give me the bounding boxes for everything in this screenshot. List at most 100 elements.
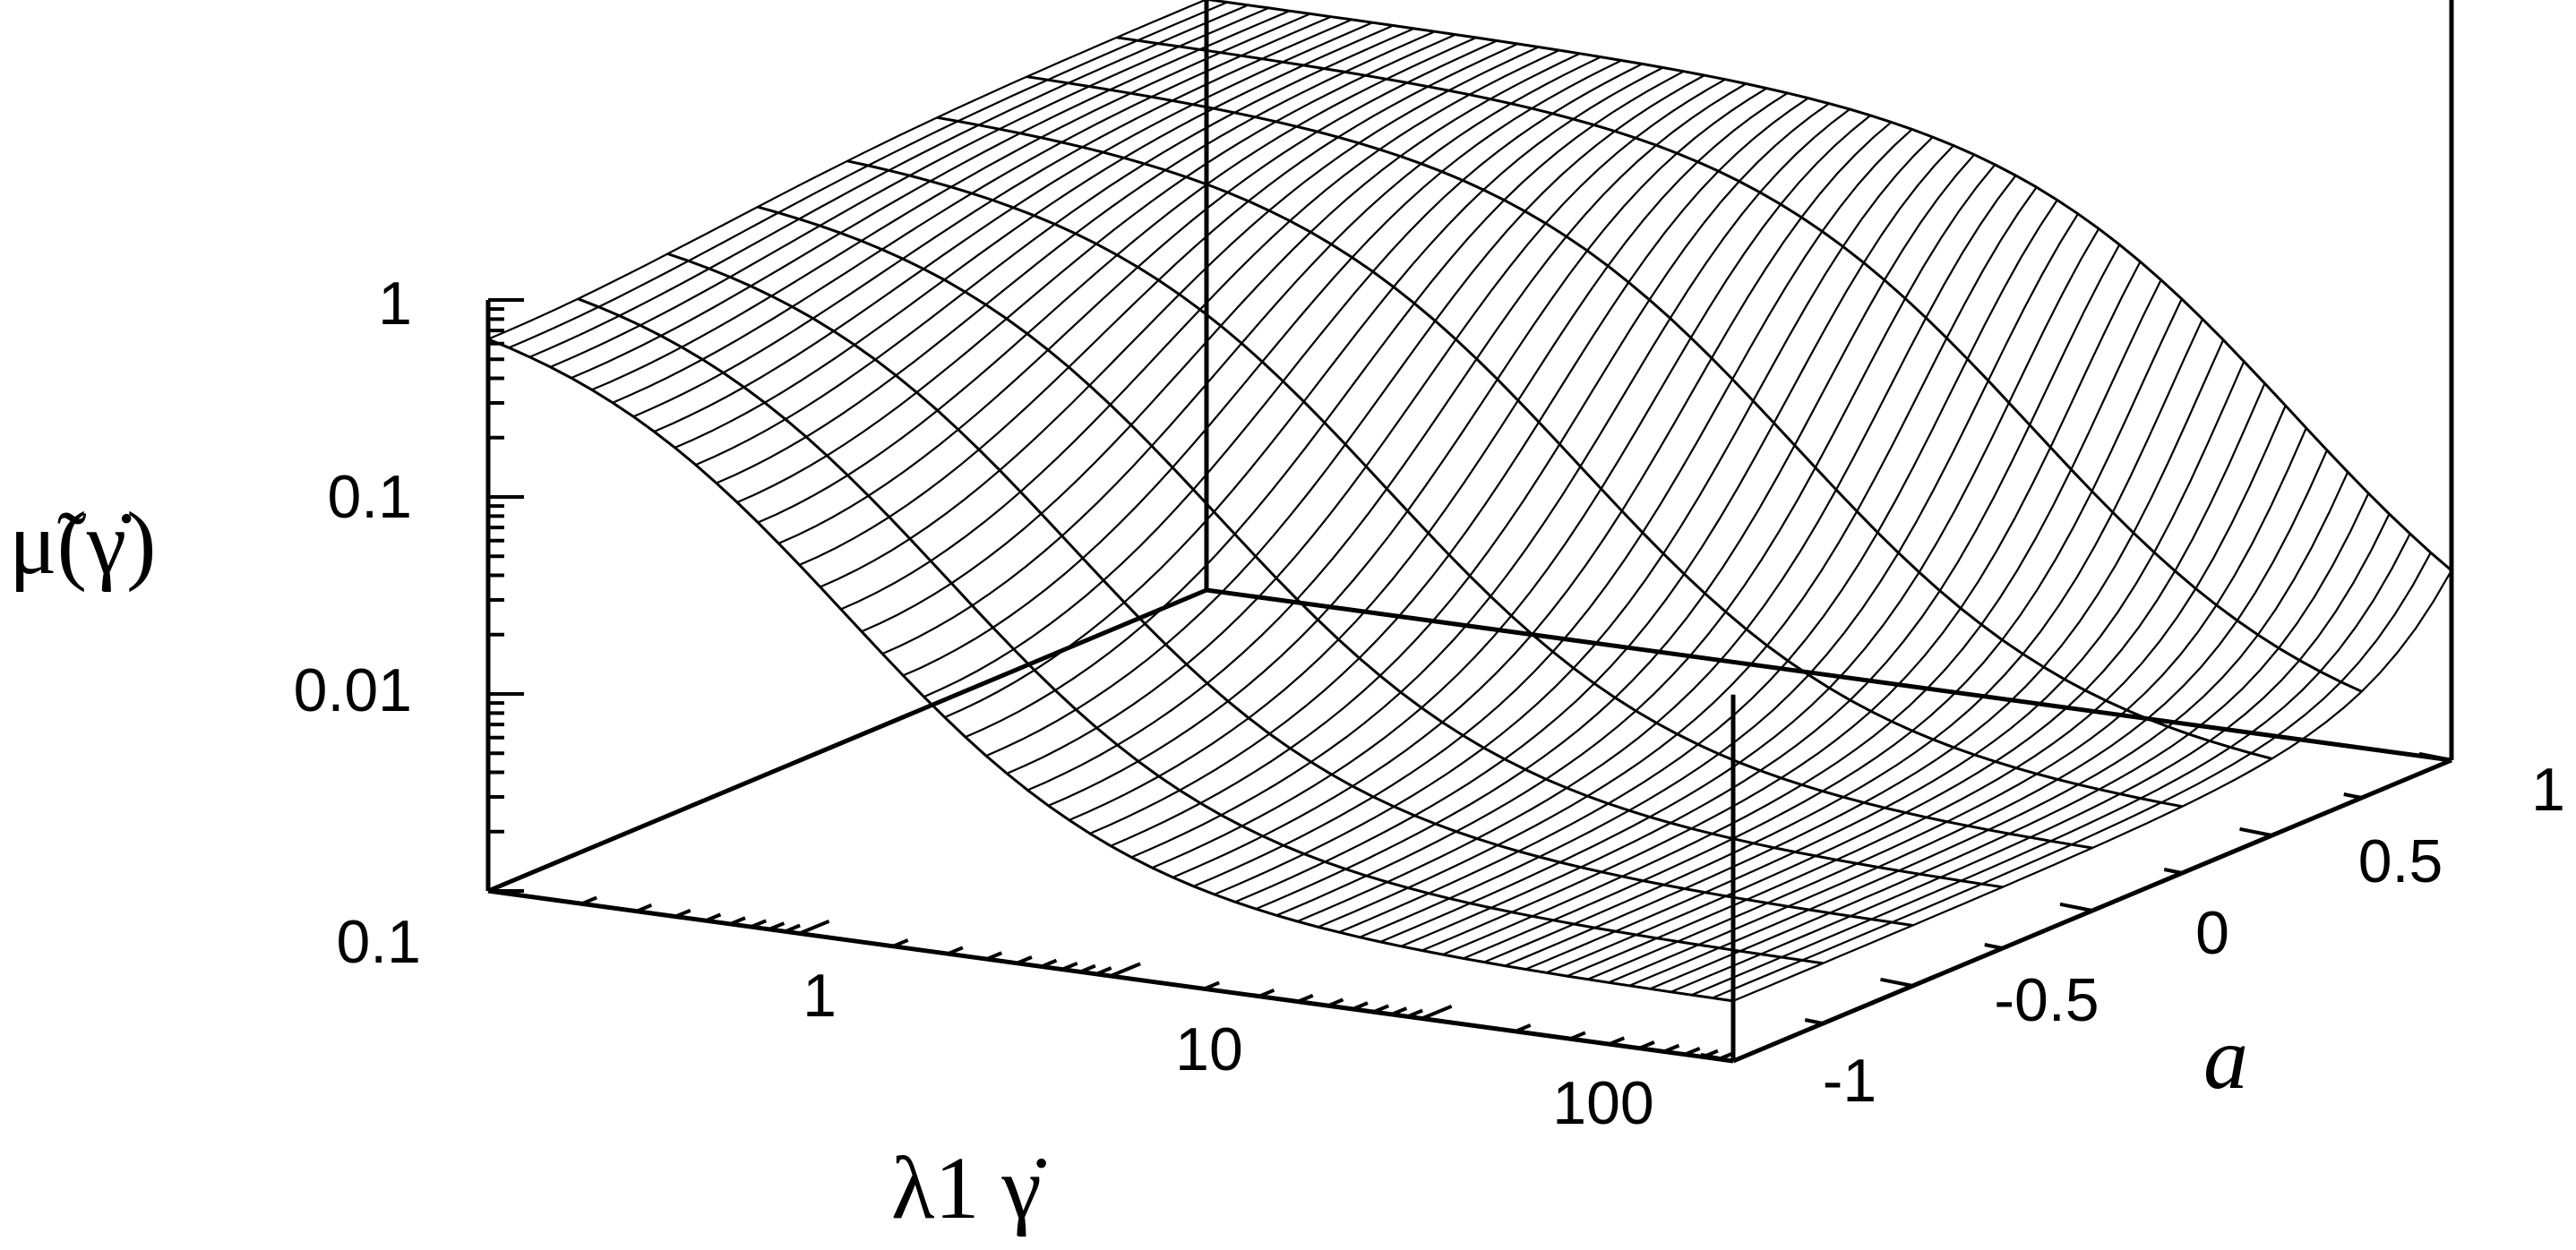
x-tick-0-3	[947, 946, 964, 956]
x-tick--1-8	[769, 921, 786, 931]
a-tick-0	[1700, 1052, 1734, 1063]
surface-line-shear-39	[1297, 175, 2017, 923]
surface-line-shear-2	[528, 4, 1249, 358]
x-tick-label-1: 1	[803, 962, 837, 1030]
surface-line-shear-8	[653, 21, 1373, 433]
x-tick-label-0.1: 0.1	[336, 908, 421, 976]
a-tick-1	[1804, 1018, 1824, 1025]
x-tick--1-6	[729, 916, 746, 926]
surface-line-shear-27	[1048, 87, 1768, 807]
surface-line-shear-33	[1172, 121, 1893, 878]
x-tick-0-7	[1061, 961, 1078, 972]
surface-line-shear-57	[1670, 513, 2391, 993]
surface-line-shear-17	[840, 49, 1560, 611]
surface-line-shear-58	[1691, 533, 2411, 997]
x-tick-0-8	[1079, 963, 1096, 974]
surface-line-shear-5	[591, 13, 1311, 391]
x-tick-2-3	[1569, 1031, 1586, 1041]
x-tick--1-3	[636, 903, 653, 913]
x-tick-1-3	[1258, 988, 1275, 998]
surface-line-shear-31	[1130, 108, 1850, 859]
x-tick-0-4	[985, 951, 1003, 961]
x-tick-2-4	[1608, 1036, 1626, 1046]
x-tick-1-1	[1110, 962, 1141, 978]
surface-line-shear-12	[736, 33, 1456, 504]
x-tick-1-6	[1352, 1001, 1369, 1011]
surface-line-shear-20	[902, 59, 1622, 677]
surface-line-shear-11	[716, 30, 1436, 484]
a-tick-8	[2418, 751, 2452, 762]
surface-line-shear-32	[1151, 115, 1871, 869]
surface-line-shear-29	[1089, 97, 1809, 835]
x-tick-0-1	[798, 919, 830, 936]
x-tick--1-2	[580, 895, 597, 906]
x-tick-2-2	[1515, 1023, 1532, 1033]
x-tick-label-100: 100	[1552, 1069, 1653, 1137]
a-tick-label-0: 0	[2195, 899, 2229, 967]
x-tick-1-2	[1203, 980, 1220, 991]
surface-line-a-2	[667, 252, 1913, 927]
surface-line-shear-3	[550, 6, 1269, 368]
surface-line-shear-42	[1359, 213, 2079, 938]
a-tick-label-0.5: 0.5	[2358, 827, 2443, 895]
surface-line-shear-0	[487, 0, 1207, 340]
x-tick--1-9	[784, 923, 801, 934]
a-tick-label-1: 1	[2531, 756, 2565, 824]
z-tick-label-0.01: 0.01	[294, 656, 412, 724]
surface-line-shear-10	[695, 27, 1415, 467]
axis-ticks	[488, 298, 2452, 1063]
surface-line-shear-36	[1234, 144, 1954, 903]
z-axis-title: μ̃(γ̇)	[9, 493, 156, 593]
surface-line-shear-60	[1732, 569, 2452, 1002]
surface-line-shear-6	[612, 15, 1332, 404]
a-tick-label--1: -1	[1823, 1047, 1876, 1115]
surface-line-shear-7	[632, 18, 1352, 418]
surface-line-shear-56	[1649, 492, 2370, 990]
surface-line-shear-9	[674, 24, 1394, 449]
a-tick-6	[2239, 826, 2272, 837]
x-tick-1-9	[1406, 1008, 1423, 1019]
surface-line-shear-24	[985, 74, 1705, 758]
surface-line-shear-48	[1483, 318, 2203, 963]
box-edge-left-bottom	[487, 587, 1207, 894]
surface-line-shear-16	[820, 46, 1540, 588]
surface-line-shear-46	[1442, 279, 2162, 956]
surface-line-shear-34	[1193, 128, 1913, 887]
z-tick-label-0.1: 0.1	[327, 463, 412, 531]
x-tick-2-5	[1638, 1040, 1655, 1050]
surface-mesh	[487, 0, 2452, 1003]
x-tick-1-8	[1391, 1006, 1408, 1016]
surface-line-a-0	[487, 338, 1734, 1003]
x-tick-1-4	[1297, 993, 1314, 1004]
surface-line-shear-45	[1421, 261, 2142, 952]
surface-line-shear-28	[1069, 91, 1789, 821]
surface-line-shear-37	[1255, 153, 1976, 911]
x-tick-2-1	[1421, 1004, 1453, 1021]
x-tick-1-7	[1372, 1004, 1389, 1014]
surface-line-shear-26	[1026, 82, 1747, 792]
surface-line-shear-14	[777, 39, 1498, 544]
surface-line-shear-53	[1587, 427, 2307, 980]
surface-line-shear-15	[799, 42, 1518, 566]
surface-line-shear-38	[1275, 164, 1996, 917]
a-tick-4	[2059, 902, 2093, 912]
surface-line-shear-47	[1463, 298, 2183, 960]
surface-line-shear-1	[508, 1, 1228, 349]
surface-line-shear-41	[1338, 199, 2058, 934]
z-tick-label-1: 1	[378, 270, 412, 338]
a-tick-5	[2163, 868, 2183, 875]
x-tick--1-5	[705, 912, 722, 923]
x-tick-0-6	[1041, 958, 1058, 969]
surface-line-shear-23	[965, 70, 1685, 739]
x-tick-0-9	[1095, 966, 1112, 976]
surface-line-shear-21	[923, 63, 1643, 698]
x-tick-0-2	[892, 938, 909, 948]
surface-line-shear-59	[1712, 552, 2432, 999]
surface-line-shear-4	[571, 10, 1291, 380]
a-axis-title: a	[2203, 1008, 2248, 1108]
surface-line-shear-40	[1318, 186, 2038, 929]
x-tick-2-6	[1663, 1043, 1680, 1054]
surface-line-shear-49	[1504, 339, 2225, 967]
surface-line-shear-54	[1608, 449, 2329, 984]
